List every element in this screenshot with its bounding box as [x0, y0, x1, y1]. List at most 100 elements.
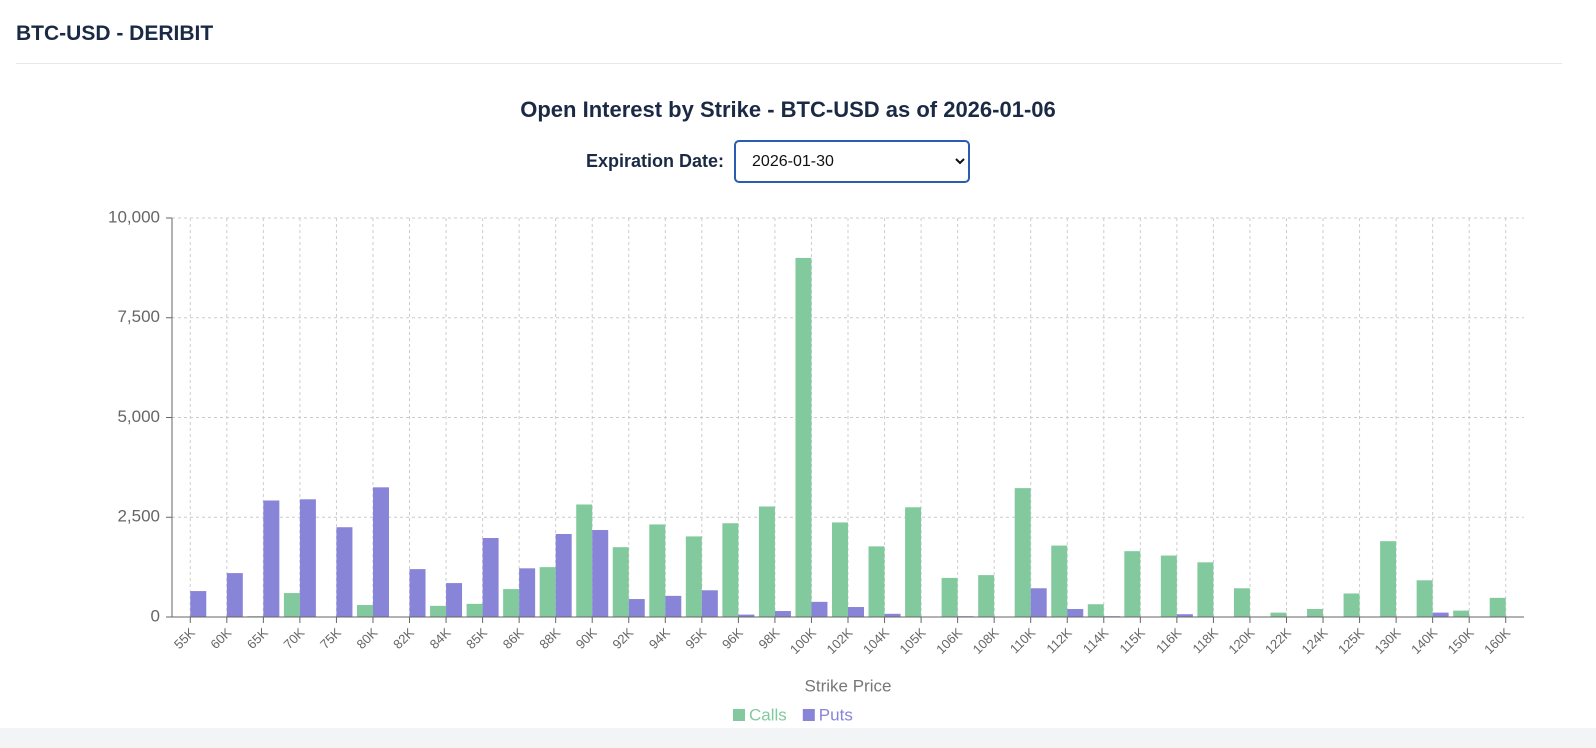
x-tick-label: 124K: [1298, 625, 1330, 657]
x-tick-label: 130K: [1372, 625, 1404, 657]
bar: [1160, 555, 1177, 617]
expiration-label: Expiration Date:: [585, 151, 725, 171]
bar: [519, 568, 536, 617]
bar: [409, 569, 426, 617]
x-tick-label: 114K: [1080, 625, 1112, 657]
y-tick-label: 0: [151, 606, 160, 625]
bar: [1067, 609, 1084, 617]
bar: [758, 506, 775, 617]
bar: [1124, 551, 1141, 617]
bar: [592, 530, 609, 617]
x-tick-label: 150K: [1445, 625, 1477, 657]
x-tick-label: 65K: [244, 625, 271, 652]
bar: [1380, 541, 1397, 617]
x-tick-label: 96K: [719, 625, 746, 652]
x-tick-label: 86K: [500, 625, 527, 652]
x-tick-label: 70K: [280, 625, 307, 652]
bar: [701, 590, 718, 617]
x-tick-label: 108K: [970, 625, 1002, 657]
x-tick-label: 102K: [823, 625, 855, 657]
bar: [299, 499, 316, 617]
bar: [795, 257, 812, 617]
bar: [612, 547, 629, 617]
bar: [868, 546, 885, 617]
bar: [190, 591, 207, 617]
bar: [1051, 545, 1068, 617]
bar: [848, 607, 864, 617]
bar: [263, 500, 280, 617]
bar: [539, 567, 556, 617]
bar: [466, 603, 483, 617]
x-tick-label: 125K: [1335, 625, 1367, 657]
bar: [722, 523, 739, 617]
bar: [1030, 588, 1047, 617]
legend-swatch: [733, 709, 745, 721]
bar: [372, 487, 389, 617]
bar: [1270, 612, 1287, 617]
page-header: BTC-USD - DERIBIT: [16, 22, 214, 45]
bar: [1307, 609, 1324, 617]
bar: [356, 605, 373, 617]
y-tick-label: 10,000: [108, 207, 160, 226]
x-tick-label: 140K: [1408, 625, 1440, 657]
y-tick-label: 5,000: [117, 407, 160, 426]
bar: [555, 534, 572, 617]
header-divider: [16, 63, 1562, 64]
chart: Open Interest by Strike - BTC-USD as of …: [108, 97, 1524, 724]
bar: [884, 613, 901, 617]
legend-label: Puts: [819, 705, 853, 724]
bar: [811, 601, 828, 617]
x-tick-label: 160K: [1481, 625, 1513, 657]
x-tick-label: 112K: [1043, 625, 1075, 657]
bar: [1233, 588, 1250, 617]
y-tick-label: 7,500: [117, 307, 160, 326]
x-tick-label: 55K: [171, 625, 198, 652]
bar: [978, 575, 995, 617]
bar: [1087, 604, 1104, 617]
x-tick-label: 115K: [1116, 625, 1148, 657]
chart-title: Open Interest by Strike - BTC-USD as of …: [520, 97, 1056, 122]
bar: [649, 524, 666, 617]
x-tick-label: 98K: [756, 625, 783, 652]
controls: Expiration Date: 2026-01-30: [0, 140, 1576, 183]
bar: [774, 611, 791, 617]
bar: [685, 536, 702, 617]
x-tick-label: 82K: [390, 625, 417, 652]
x-axis-label: Strike Price: [805, 676, 892, 695]
bar: [1432, 612, 1449, 617]
bar: [1197, 562, 1214, 617]
x-tick-label: 116K: [1153, 625, 1185, 657]
x-tick-label: 80K: [354, 625, 381, 652]
x-tick-label: 106K: [933, 625, 965, 657]
expiration-select[interactable]: 2026-01-30: [734, 140, 971, 183]
bar: [1014, 488, 1031, 617]
bar: [283, 593, 300, 617]
bar: [503, 589, 520, 617]
legend-label: Calls: [749, 705, 787, 724]
bar: [628, 599, 645, 617]
x-tick-label: 88K: [536, 625, 563, 652]
bar: [738, 614, 755, 617]
x-tick-label: 60K: [207, 625, 234, 652]
x-tick-label: 104K: [860, 625, 892, 657]
bar: [446, 583, 463, 617]
legend-swatch: [802, 709, 815, 721]
bar: [482, 537, 499, 617]
x-tick-label: 100K: [787, 625, 819, 657]
x-tick-label: 118K: [1190, 625, 1222, 657]
x-tick-label: 120K: [1225, 625, 1257, 657]
x-tick-label: 94K: [646, 625, 673, 652]
bar: [1453, 610, 1470, 617]
x-tick-label: 84K: [427, 625, 454, 652]
x-tick-label: 95K: [682, 625, 709, 652]
y-tick-label: 2,500: [117, 507, 160, 526]
bar: [941, 577, 958, 617]
bar: [1416, 580, 1433, 617]
bar: [576, 504, 593, 617]
bar: [1343, 593, 1360, 617]
x-tick-label: 85K: [463, 625, 490, 652]
x-tick-label: 75K: [317, 625, 344, 652]
x-tick-label: 92K: [609, 625, 636, 652]
x-tick-label: 90K: [573, 625, 600, 652]
